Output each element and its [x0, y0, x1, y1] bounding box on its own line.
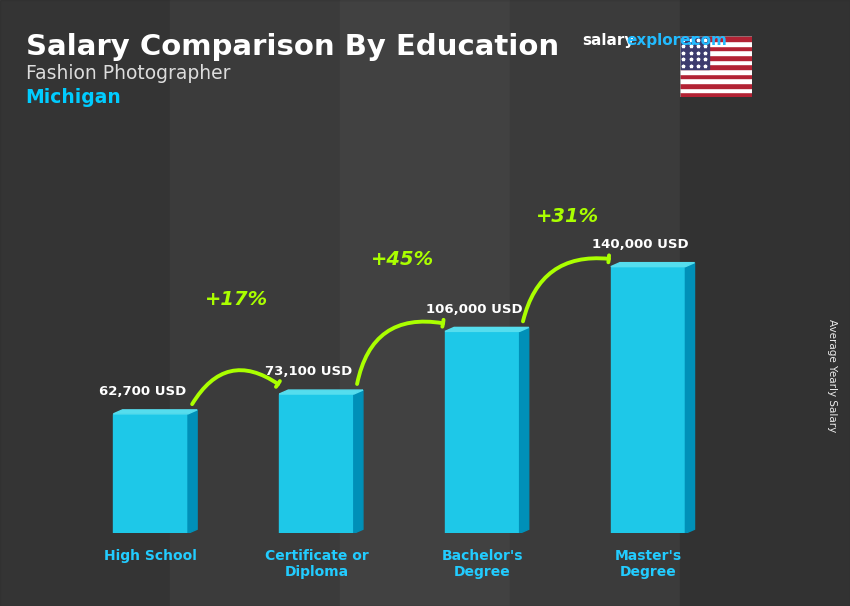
Bar [680, 36, 709, 69]
Polygon shape [188, 410, 197, 533]
Bar [680, 78, 752, 83]
Text: 62,700 USD: 62,700 USD [99, 385, 186, 398]
Bar [170, 0, 340, 606]
Text: Fashion Photographer: Fashion Photographer [26, 64, 230, 82]
Polygon shape [445, 327, 529, 331]
Bar [680, 64, 752, 69]
Text: .com: .com [687, 33, 728, 48]
Polygon shape [445, 331, 519, 533]
Text: salary: salary [582, 33, 635, 48]
Text: 73,100 USD: 73,100 USD [264, 365, 352, 378]
Text: Michigan: Michigan [26, 88, 122, 107]
Polygon shape [519, 327, 529, 533]
Bar [680, 74, 752, 78]
Bar [680, 83, 752, 88]
Bar [680, 50, 752, 55]
Text: 140,000 USD: 140,000 USD [592, 238, 688, 251]
Text: Salary Comparison By Education: Salary Comparison By Education [26, 33, 558, 61]
Bar [680, 45, 752, 50]
Bar [510, 0, 680, 606]
Text: explorer: explorer [626, 33, 699, 48]
Text: +45%: +45% [371, 250, 434, 270]
Bar [680, 69, 752, 74]
Polygon shape [611, 262, 694, 267]
Polygon shape [279, 394, 354, 533]
Polygon shape [279, 390, 363, 394]
Bar [680, 88, 752, 92]
Polygon shape [113, 414, 188, 533]
Polygon shape [354, 390, 363, 533]
Bar [340, 0, 510, 606]
Text: +17%: +17% [205, 290, 268, 310]
Polygon shape [113, 410, 197, 414]
Polygon shape [611, 267, 685, 533]
Bar [680, 0, 850, 606]
Text: +31%: +31% [536, 207, 599, 226]
Polygon shape [685, 262, 694, 533]
Bar [680, 36, 752, 41]
Bar [680, 92, 752, 97]
Bar [680, 55, 752, 59]
Text: Average Yearly Salary: Average Yearly Salary [827, 319, 837, 432]
Bar [680, 41, 752, 45]
Bar [680, 59, 752, 64]
Text: 106,000 USD: 106,000 USD [426, 303, 522, 316]
Bar [0, 0, 170, 606]
